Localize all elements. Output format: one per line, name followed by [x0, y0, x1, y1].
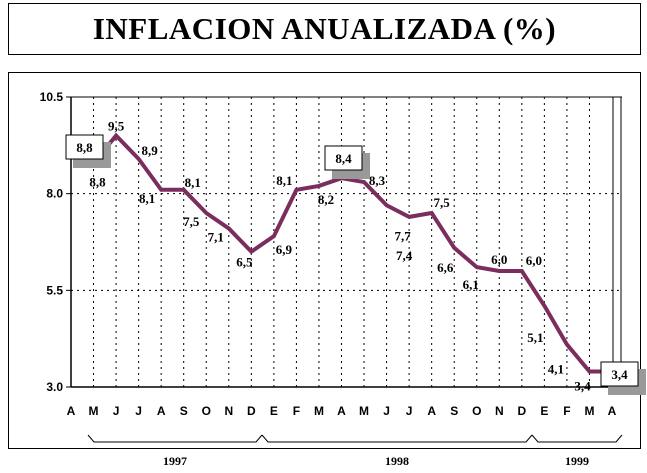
- data-label: 8,1: [276, 173, 292, 188]
- x-tick-label: J: [383, 404, 390, 418]
- x-tick-label: M: [584, 404, 594, 418]
- callout-box: [65, 134, 104, 160]
- x-tick-label: F: [293, 404, 300, 418]
- data-label: 8,1: [139, 191, 155, 206]
- x-tick-label: A: [427, 404, 436, 418]
- x-tick-label: N: [495, 404, 504, 418]
- series-line: [92, 132, 612, 374]
- data-label: 4,1: [548, 361, 564, 376]
- callout-label: 8,4: [335, 151, 352, 166]
- y-tick-label: 10.5: [40, 90, 64, 104]
- x-tick-label: E: [540, 404, 548, 418]
- x-tick-label: S: [180, 404, 188, 418]
- x-tick-label: A: [67, 404, 76, 418]
- data-label: 9,5: [108, 119, 125, 134]
- x-tick-label: F: [563, 404, 570, 418]
- callout-box: [324, 145, 363, 171]
- data-label: 6,9: [276, 242, 293, 257]
- data-label: 7,7: [394, 228, 411, 243]
- data-label: 6,1: [463, 277, 479, 292]
- x-tick-label: J: [113, 404, 120, 418]
- year-label: 1997: [163, 454, 187, 468]
- data-label: 7,5: [434, 195, 451, 210]
- callout-label: 8,8: [76, 140, 93, 155]
- y-tick-label: 8.0: [46, 187, 63, 201]
- y-tick-label: 5.5: [46, 283, 63, 297]
- x-tick-label: M: [89, 404, 99, 418]
- data-label: 7,4: [396, 248, 413, 263]
- x-tick-label: A: [337, 404, 346, 418]
- chart-frame: [8, 72, 641, 449]
- chart-title: INFLACION ANUALIZADA (%): [8, 3, 641, 55]
- data-label: 6,6: [437, 260, 454, 275]
- year-bracket: [261, 434, 533, 443]
- year-label: 1998: [385, 454, 409, 468]
- x-tick-label: D: [247, 404, 256, 418]
- x-tick-label: M: [359, 404, 369, 418]
- data-label: 8,2: [318, 192, 334, 207]
- callout-box: [600, 361, 639, 387]
- callout-label: 3,4: [611, 367, 628, 382]
- year-bracket: [87, 434, 263, 443]
- data-label: 8,9: [142, 143, 159, 158]
- year-bracket: [531, 434, 623, 443]
- data-label: 6,5: [236, 255, 253, 270]
- data-label: 6,0: [526, 253, 542, 268]
- x-tick-label: A: [157, 404, 166, 418]
- data-label: 8,1: [185, 175, 201, 190]
- data-label: 7,5: [183, 214, 200, 229]
- x-tick-label: A: [608, 404, 617, 418]
- data-label: 8,3: [369, 173, 386, 188]
- x-tick-label: N: [224, 404, 233, 418]
- x-tick-label: E: [270, 404, 278, 418]
- year-label: 1999: [565, 454, 589, 468]
- data-label: 8,8: [89, 175, 106, 190]
- data-label: 3,4: [574, 379, 591, 394]
- x-tick-label: S: [450, 404, 458, 418]
- x-tick-label: O: [472, 404, 481, 418]
- x-tick-label: M: [314, 404, 324, 418]
- x-tick-label: D: [517, 404, 526, 418]
- data-label: 5,1: [527, 330, 543, 345]
- y-tick-label: 3.0: [46, 380, 63, 394]
- data-label: 6,0: [491, 252, 507, 267]
- x-tick-label: J: [406, 404, 413, 418]
- x-tick-label: O: [202, 404, 211, 418]
- data-label: 7,1: [208, 229, 224, 244]
- x-tick-label: J: [135, 404, 142, 418]
